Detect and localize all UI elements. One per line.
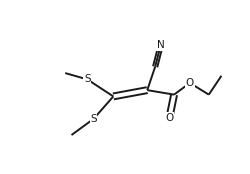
Text: N: N [157, 40, 164, 50]
Text: O: O [165, 113, 173, 123]
Text: S: S [84, 74, 90, 84]
Text: S: S [90, 114, 97, 124]
Text: O: O [186, 78, 194, 88]
